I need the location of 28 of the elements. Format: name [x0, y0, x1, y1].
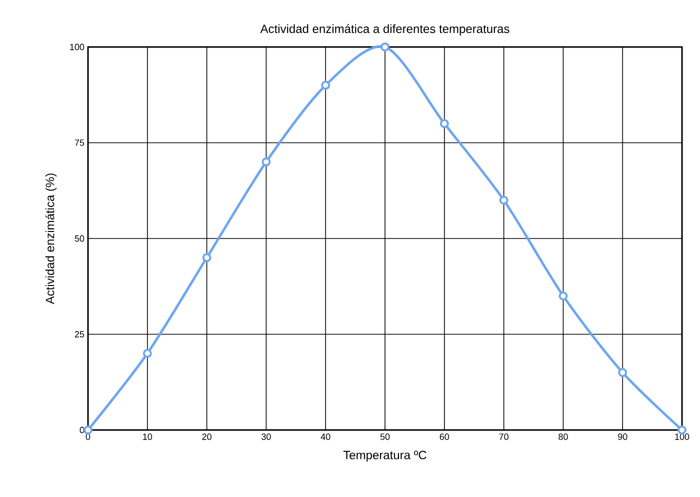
- y-tick-label: 50: [74, 235, 84, 242]
- point: [262, 157, 271, 166]
- x-axis-title: Temperatura ºC: [343, 450, 426, 462]
- y-axis-title: Actividad enzimática (%): [45, 174, 57, 304]
- x-tick-label: 100: [675, 434, 690, 440]
- point: [380, 42, 390, 52]
- x-tick-label: 10: [143, 434, 152, 440]
- y-tick-label: 25: [74, 331, 84, 338]
- x-tick-label: 50: [380, 434, 390, 440]
- x-tick-label: 90: [618, 434, 628, 440]
- x-tick-label: 40: [320, 434, 330, 440]
- x-tick-label: 30: [262, 434, 271, 440]
- x-tick-label: 60: [440, 434, 450, 440]
- point: [440, 119, 449, 128]
- point: [84, 426, 93, 434]
- point: [202, 253, 212, 262]
- y-tick-label: 0: [80, 426, 84, 434]
- point: [558, 291, 568, 300]
- x-tick-label: 70: [499, 434, 508, 440]
- point: [321, 80, 330, 90]
- chart-title: Actividad enzimática a diferentes temperaturas: [260, 24, 510, 36]
- y-tick-label: 100: [70, 44, 84, 50]
- point: [142, 348, 152, 358]
- x-tick-label: 20: [202, 434, 212, 440]
- x-tick-label: 80: [558, 434, 568, 440]
- point: [618, 368, 628, 378]
- point: [499, 196, 508, 205]
- y-tick-label: 75: [74, 140, 84, 146]
